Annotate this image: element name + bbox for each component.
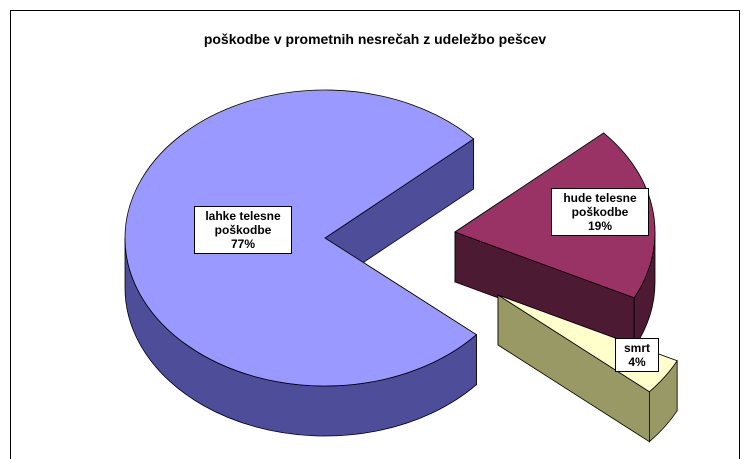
label-value: 4%: [628, 355, 646, 369]
label-category: lahke telesne poškodbe: [205, 209, 281, 237]
data-label: smrt 4%: [615, 338, 659, 372]
label-category: hude telesne poškodbe: [563, 191, 637, 219]
chart-title: poškodbe v prometnih nesrečah z udeležbo…: [204, 31, 547, 47]
data-label: lahke telesne poškodbe 77%: [194, 206, 292, 254]
label-value: 19%: [587, 219, 613, 233]
label-value: 77%: [230, 237, 256, 251]
label-category: smrt: [623, 341, 650, 355]
slice: [124, 89, 478, 387]
data-label: hude telesne poškodbe 19%: [551, 188, 649, 236]
